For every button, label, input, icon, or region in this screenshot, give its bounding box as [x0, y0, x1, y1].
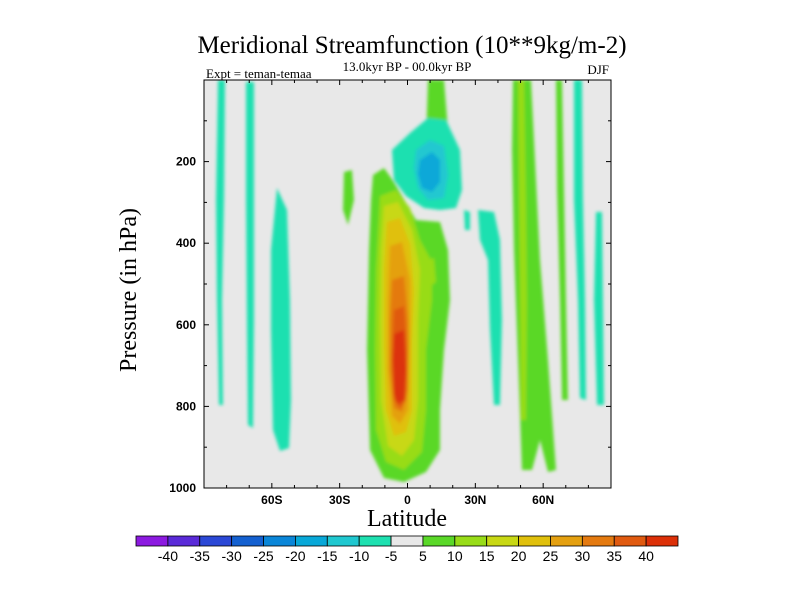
contour-pos-cell [422, 258, 436, 288]
colorbar-label: -40 [158, 548, 178, 564]
colorbar-swatch [645, 535, 679, 547]
contour-neg-band [271, 188, 291, 451]
colorbar-swatch [263, 535, 296, 547]
colorbar-label: 25 [543, 548, 559, 564]
colorbar-label: 40 [638, 548, 654, 564]
contour-neg-band [246, 82, 254, 428]
colorbar-swatch [231, 535, 264, 547]
y-axis-label: Pressure (in hPa) [116, 208, 142, 372]
x-tick-label: 30N [464, 493, 486, 507]
colorbar: -40 -35 -30 -25 -20 -15 -10 -5 5 10 15 20 25 30 35 40 [135, 535, 679, 564]
colorbar-label: -20 [285, 548, 305, 564]
colorbar-swatch [390, 535, 424, 547]
x-tick-label: 60S [261, 493, 282, 507]
y-tick-label: 1000 [169, 481, 196, 495]
colorbar-label: -25 [253, 548, 273, 564]
contour-pos-band [518, 80, 527, 420]
contour-pos-cell [393, 330, 406, 404]
x-tick-label: 0 [404, 493, 411, 507]
colorbar-swatch [358, 535, 392, 547]
experiment-label: Expt = teman-temaa [206, 66, 312, 81]
y-tick-label: 400 [176, 236, 196, 250]
colorbar-swatch [135, 535, 169, 547]
colorbar-swatch [486, 535, 519, 547]
y-tick-label: 200 [176, 155, 196, 169]
colorbar-swatch [581, 535, 615, 547]
colorbar-label: -15 [317, 548, 337, 564]
contour-neg-band [464, 210, 470, 230]
contour-neg-band [216, 80, 225, 405]
colorbar-label: -10 [349, 548, 369, 564]
colorbar-swatch [422, 535, 456, 547]
colorbar-swatch [295, 535, 328, 547]
contour-neg-cell [418, 152, 440, 192]
x-tick-label: 30S [329, 493, 350, 507]
colorbar-swatch [167, 535, 201, 547]
contour-pos-band [556, 80, 568, 400]
y-tick-label: 800 [176, 399, 196, 413]
contour-neg-band [478, 210, 502, 405]
colorbar-label: 10 [447, 548, 463, 564]
colorbar-swatch [613, 535, 647, 547]
colorbar-label: 35 [606, 548, 622, 564]
colorbar-swatch [199, 535, 233, 547]
y-tick-label: 600 [176, 318, 196, 332]
colorbar-swatch [326, 535, 360, 547]
colorbar-swatch [550, 535, 583, 547]
colorbar-label: 15 [479, 548, 495, 564]
x-axis-label: Latitude [367, 506, 447, 532]
colorbar-label: -5 [385, 548, 398, 564]
colorbar-swatch [454, 535, 488, 547]
colorbar-label: -30 [222, 548, 242, 564]
colorbar-swatch [518, 535, 551, 547]
x-axis: 60S 30S 0 30N 60N [226, 80, 589, 507]
contour-neg-band [594, 212, 604, 405]
contour-neg-band [574, 80, 586, 400]
contour-pos-band [343, 170, 354, 225]
x-tick-label: 60N [532, 493, 554, 507]
contour-field [216, 80, 604, 482]
chart-subtitle: 13.0kyr BP - 00.0kyr BP [343, 59, 472, 74]
y-axis: 200 400 600 800 1000 [169, 120, 611, 495]
colorbar-label: -35 [190, 548, 210, 564]
chart-title: Meridional Streamfunction (10**9kg/m-2) [197, 32, 626, 59]
season-label: DJF [587, 62, 609, 77]
colorbar-label: 30 [575, 548, 591, 564]
colorbar-label: 20 [511, 548, 527, 564]
colorbar-label: 5 [419, 548, 427, 564]
